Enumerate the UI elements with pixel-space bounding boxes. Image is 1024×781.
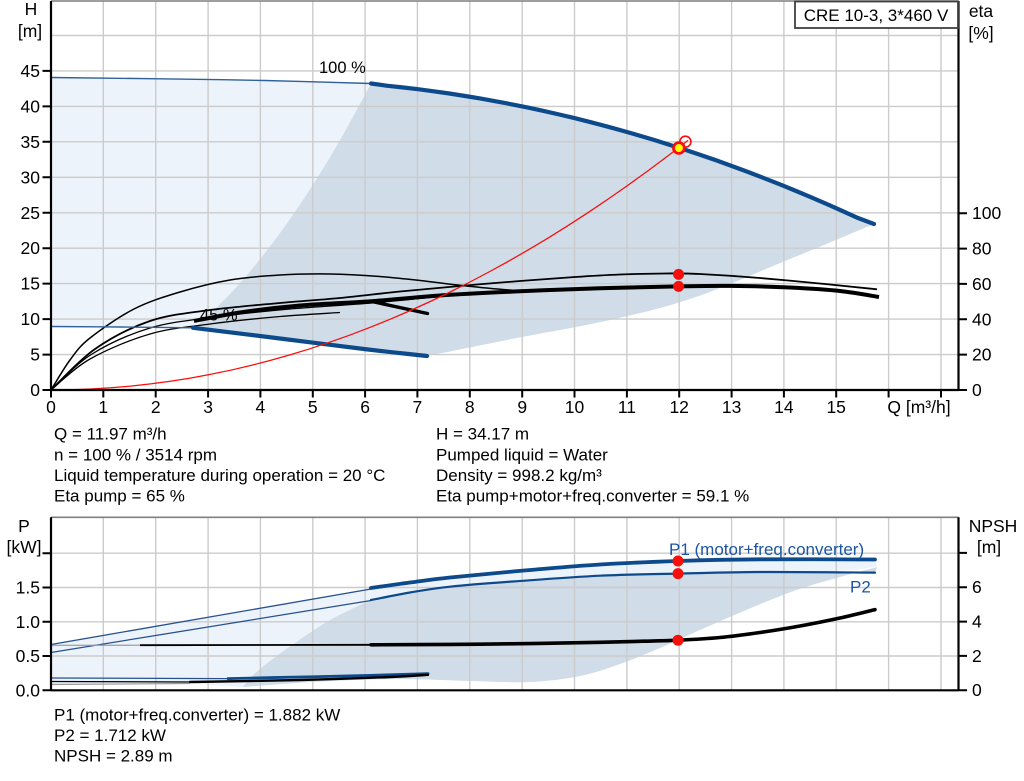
svg-text:NPSH = 2.89 m: NPSH = 2.89 m bbox=[54, 747, 173, 766]
svg-text:P2: P2 bbox=[850, 578, 871, 597]
svg-text:6: 6 bbox=[972, 577, 982, 597]
svg-text:P: P bbox=[18, 516, 30, 536]
svg-text:15: 15 bbox=[826, 397, 845, 417]
svg-text:100: 100 bbox=[972, 203, 1001, 223]
svg-text:[%]: [%] bbox=[968, 23, 993, 43]
svg-text:eta: eta bbox=[969, 1, 994, 21]
svg-text:60: 60 bbox=[972, 274, 992, 294]
svg-text:[kW]: [kW] bbox=[7, 537, 42, 557]
svg-text:7: 7 bbox=[413, 397, 423, 417]
svg-text:n = 100 % / 3514 rpm: n = 100 % / 3514 rpm bbox=[54, 445, 217, 464]
svg-text:100 %: 100 % bbox=[319, 59, 366, 77]
svg-text:0: 0 bbox=[972, 680, 982, 700]
svg-text:1: 1 bbox=[98, 397, 108, 417]
svg-text:45: 45 bbox=[21, 61, 40, 81]
svg-text:20: 20 bbox=[972, 345, 992, 365]
svg-text:80: 80 bbox=[972, 239, 992, 259]
svg-text:3: 3 bbox=[203, 397, 213, 417]
svg-text:0: 0 bbox=[46, 397, 56, 417]
svg-text:40: 40 bbox=[21, 96, 41, 116]
svg-text:2: 2 bbox=[151, 397, 161, 417]
svg-text:15: 15 bbox=[21, 274, 40, 294]
svg-text:Q = 11.97 m³/h: Q = 11.97 m³/h bbox=[54, 425, 167, 444]
svg-text:4: 4 bbox=[256, 397, 266, 417]
svg-text:6: 6 bbox=[360, 397, 370, 417]
svg-text:11: 11 bbox=[618, 397, 636, 417]
svg-text:5: 5 bbox=[308, 397, 318, 417]
svg-text:P2 = 1.712 kW: P2 = 1.712 kW bbox=[54, 726, 166, 745]
svg-text:Eta pump = 65 %: Eta pump = 65 % bbox=[54, 487, 185, 506]
svg-text:12: 12 bbox=[669, 397, 688, 417]
svg-text:Density = 998.2 kg/m³: Density = 998.2 kg/m³ bbox=[436, 466, 602, 485]
svg-text:NPSH: NPSH bbox=[969, 516, 1018, 536]
svg-text:1.5: 1.5 bbox=[16, 578, 40, 598]
svg-text:13: 13 bbox=[722, 397, 741, 417]
svg-text:[m]: [m] bbox=[18, 21, 42, 41]
svg-text:30: 30 bbox=[21, 167, 41, 187]
svg-text:45 %: 45 % bbox=[200, 307, 238, 325]
svg-text:9: 9 bbox=[517, 397, 527, 417]
svg-text:P1 (motor+freq.converter) = 1.: P1 (motor+freq.converter) = 1.882 kW bbox=[54, 706, 340, 725]
svg-text:20: 20 bbox=[21, 238, 41, 258]
svg-text:0.5: 0.5 bbox=[16, 646, 40, 666]
svg-text:P1 (motor+freq.converter): P1 (motor+freq.converter) bbox=[669, 540, 864, 559]
svg-text:1.0: 1.0 bbox=[16, 612, 41, 632]
svg-text:0.0: 0.0 bbox=[16, 680, 41, 700]
svg-text:25: 25 bbox=[21, 203, 40, 223]
svg-text:35: 35 bbox=[21, 132, 40, 152]
svg-text:0: 0 bbox=[30, 380, 40, 400]
svg-text:CRE 10-3, 3*460 V: CRE 10-3, 3*460 V bbox=[804, 6, 949, 25]
svg-text:H: H bbox=[25, 0, 38, 19]
svg-text:2: 2 bbox=[972, 646, 982, 666]
svg-text:8: 8 bbox=[465, 397, 475, 417]
svg-text:14: 14 bbox=[774, 397, 794, 417]
svg-text:4: 4 bbox=[972, 612, 982, 632]
svg-text:10: 10 bbox=[21, 309, 41, 329]
svg-text:Liquid temperature during oper: Liquid temperature during operation = 20… bbox=[54, 466, 385, 485]
svg-text:Eta pump+motor+freq.converter: Eta pump+motor+freq.converter = 59.1 % bbox=[436, 487, 749, 506]
svg-text:Q [m³/h]: Q [m³/h] bbox=[887, 397, 950, 417]
svg-text:10: 10 bbox=[565, 397, 585, 417]
svg-text:Pumped liquid = Water: Pumped liquid = Water bbox=[436, 445, 608, 464]
svg-text:40: 40 bbox=[972, 309, 992, 329]
svg-text:H = 34.17 m: H = 34.17 m bbox=[436, 425, 529, 444]
svg-text:5: 5 bbox=[30, 345, 40, 365]
svg-text:[m]: [m] bbox=[977, 537, 1001, 557]
svg-text:0: 0 bbox=[972, 380, 982, 400]
